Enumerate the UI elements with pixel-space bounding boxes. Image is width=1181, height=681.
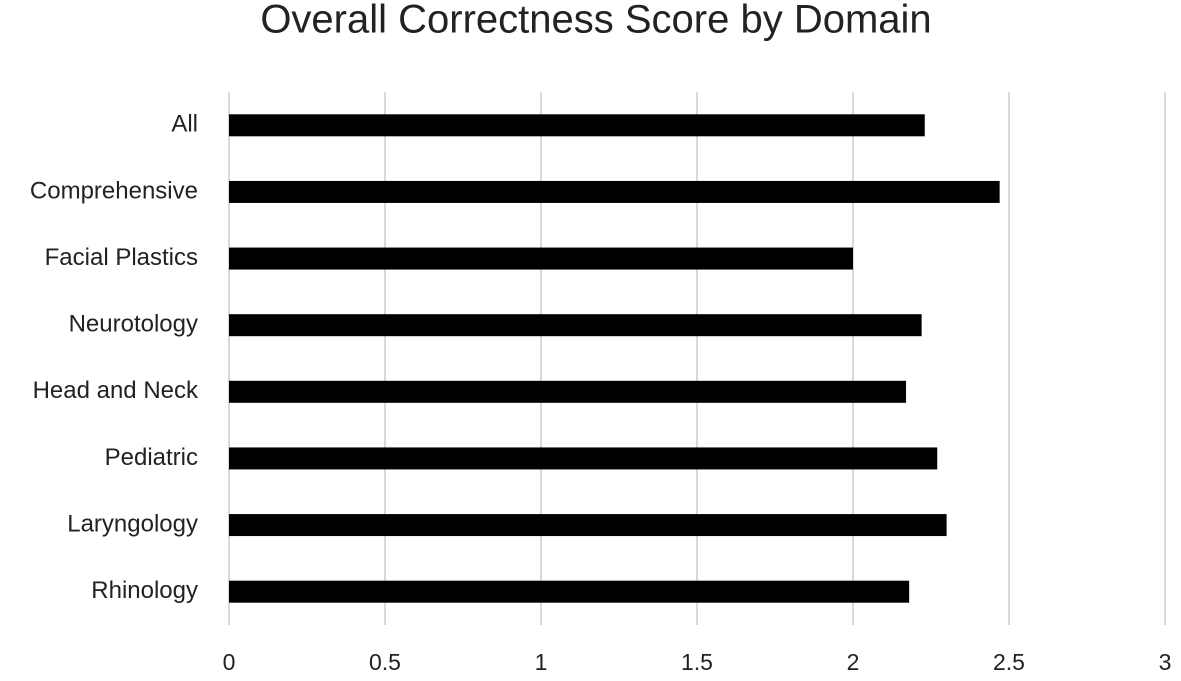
y-tick-label: Neurotology [69, 311, 198, 338]
y-tick-label: Facial Plastics [45, 244, 198, 271]
x-tick-label: 3 [1159, 649, 1172, 675]
bar [229, 180, 1000, 203]
x-tick-label: 1 [535, 649, 548, 675]
bar [229, 114, 925, 137]
y-tick-label: Pediatric [105, 444, 198, 471]
x-tick-label: 2 [847, 649, 860, 675]
y-tick-label: Rhinology [91, 577, 198, 604]
bar [229, 580, 910, 603]
chart-title: Overall Correctness Score by Domain [260, 0, 931, 42]
x-tick-label: 0.5 [369, 649, 401, 675]
bar [229, 380, 907, 403]
x-tick-label: 1.5 [681, 649, 713, 675]
bar [229, 247, 853, 270]
x-tick-label: 2.5 [993, 649, 1025, 675]
y-tick-label: All [171, 111, 198, 138]
y-tick-label: Comprehensive [30, 177, 198, 204]
bar [229, 447, 938, 470]
y-tick-label: Head and Neck [33, 377, 199, 404]
y-tick-label: Laryngology [67, 510, 198, 537]
bar [229, 514, 947, 537]
x-tick-label: 0 [223, 649, 236, 675]
bar [229, 314, 922, 337]
